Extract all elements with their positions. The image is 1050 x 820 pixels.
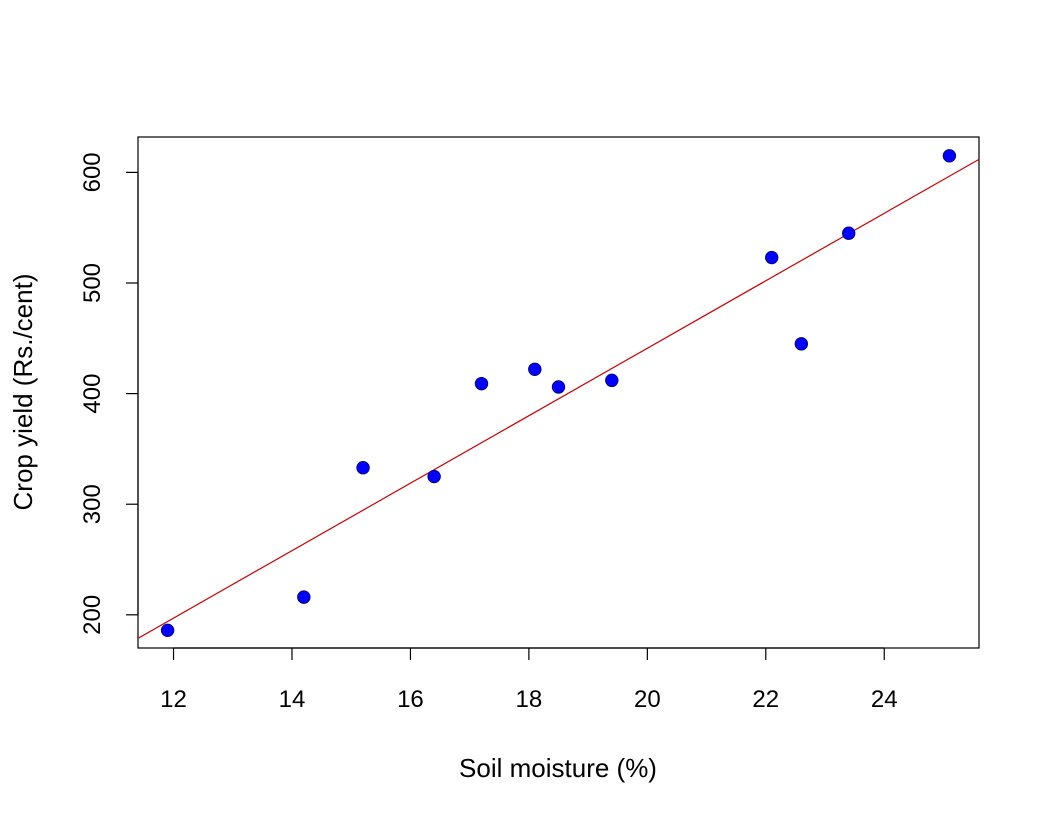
- x-tick-label: 16: [397, 686, 424, 713]
- x-axis-title: Soil moisture (%): [459, 753, 657, 783]
- y-tick-label: 300: [79, 484, 106, 524]
- data-point: [528, 362, 542, 376]
- y-axis-title: Crop yield (Rs./cent): [8, 274, 38, 511]
- x-tick-label: 22: [752, 686, 779, 713]
- x-tick-label: 12: [160, 686, 187, 713]
- x-tick-label: 24: [871, 686, 898, 713]
- data-point: [297, 590, 311, 604]
- y-tick-label: 500: [79, 263, 106, 303]
- y-tick-label: 600: [79, 152, 106, 192]
- data-point: [427, 469, 441, 484]
- y-tick-label: 200: [79, 595, 106, 635]
- data-points: [160, 149, 957, 638]
- x-tick-label: 14: [279, 686, 306, 713]
- data-point: [794, 337, 809, 351]
- x-axis: 12 14 16 18 20 22 24: [160, 647, 898, 713]
- x-tick-label: 18: [516, 686, 543, 713]
- data-point: [765, 250, 779, 265]
- y-axis: 200 300 400 500 600: [79, 152, 139, 635]
- regression-line-group: [138, 158, 979, 639]
- data-point: [942, 149, 957, 163]
- regression-line: [138, 158, 979, 639]
- data-point: [474, 376, 489, 391]
- data-point: [356, 461, 370, 475]
- x-tick-label: 20: [634, 686, 661, 713]
- data-point: [605, 373, 619, 388]
- data-point: [551, 380, 566, 394]
- data-point: [842, 226, 856, 240]
- y-tick-label: 400: [79, 374, 106, 414]
- data-point: [160, 623, 175, 638]
